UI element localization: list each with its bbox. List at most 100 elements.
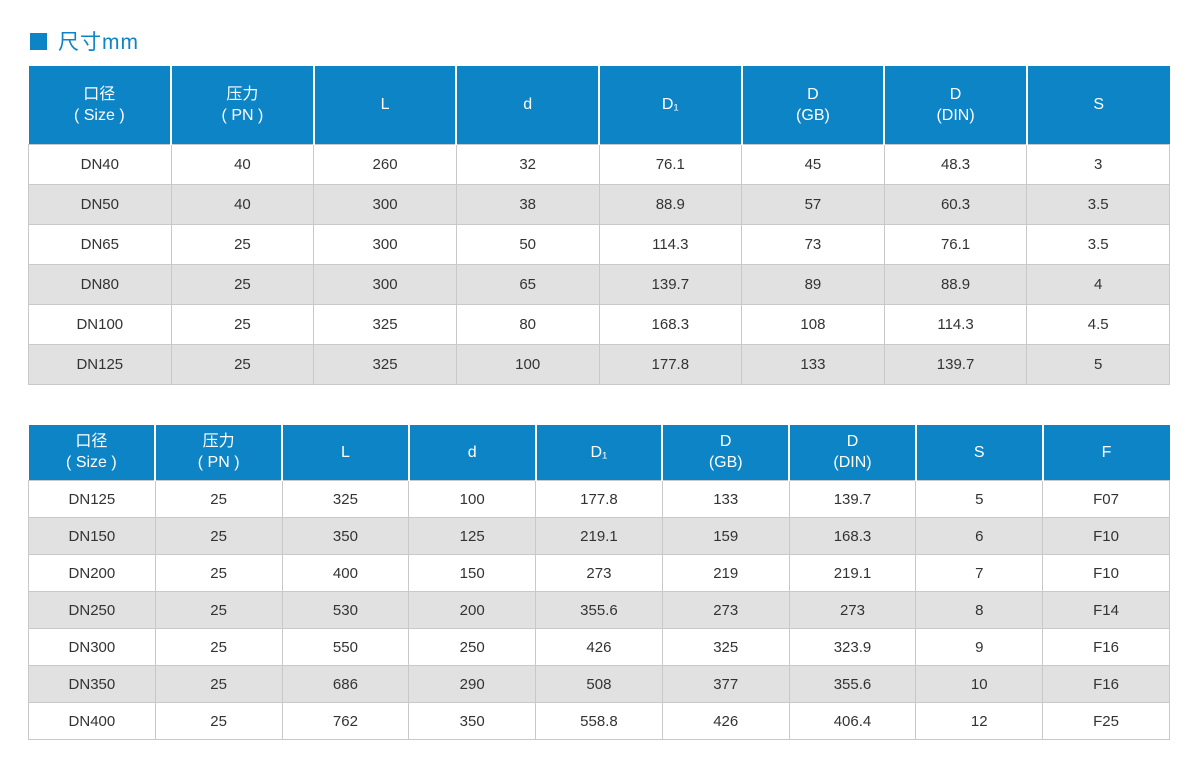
column-header-line: (DIN)	[936, 106, 975, 124]
table-row: DN80 25 300 65 139.7 89 88.9 4	[28, 263, 1170, 305]
column-header-line: ( Size )	[66, 454, 117, 472]
table-cell: 250	[408, 628, 537, 666]
row-label: DN300	[28, 628, 156, 666]
row-label: DN350	[28, 665, 156, 703]
table-cell: 325	[313, 303, 457, 345]
table-cell: 355.6	[535, 591, 663, 629]
column-header: S	[915, 424, 1044, 481]
column-header-line: 压力	[226, 85, 259, 103]
column-header: 口径 ( Size )	[28, 424, 157, 481]
row-label: DN200	[28, 554, 156, 592]
table-cell: 25	[170, 263, 315, 305]
square-bullet-icon	[30, 32, 47, 50]
column-header: F	[1042, 424, 1170, 481]
table-cell: 219.1	[535, 517, 663, 555]
column-header-line: 压力	[202, 433, 235, 451]
table-cell: 200	[408, 591, 537, 629]
table-cell: 25	[154, 628, 283, 666]
table-cell: 57	[741, 183, 885, 225]
table-cell: 260	[313, 143, 457, 185]
column-header-line: 口径	[75, 433, 108, 451]
table-cell: 325	[661, 628, 790, 666]
table-cell: 400	[281, 554, 410, 592]
table-cell: 686	[281, 665, 410, 703]
table-cell: 323.9	[788, 628, 917, 666]
table-cell: 45	[741, 143, 885, 185]
column-header-line: F	[1101, 443, 1112, 461]
column-header-line: D	[949, 85, 962, 103]
table-cell: 273	[535, 554, 663, 592]
row-label: DN125	[28, 343, 172, 385]
table-row: DN150 25 350 125 219.1 159 168.3 6 F10	[28, 517, 1170, 555]
table-cell: 508	[535, 665, 663, 703]
table-cell: F25	[1042, 702, 1170, 740]
table-cell: 8	[915, 591, 1044, 629]
table-cell: 426	[661, 702, 790, 740]
table-row: DN125 25 325 100 177.8 133 139.7 5	[28, 343, 1170, 385]
table-row: DN125 25 325 100 177.8 133 139.7 5 F07	[28, 480, 1170, 518]
table-cell: F14	[1042, 591, 1170, 629]
column-header-line: ( PN )	[197, 454, 240, 472]
table-1-body: DN40 40 260 32 76.1 45 48.3 3 DN50 40 300 38 88.9 57 6…	[28, 143, 1170, 385]
column-header-line: S	[973, 443, 985, 461]
table-cell: 48.3	[883, 143, 1028, 185]
column-header: L	[313, 66, 458, 144]
table-cell: 3	[1026, 143, 1170, 185]
column-header-line: (GB)	[708, 454, 743, 472]
table-cell: 150	[408, 554, 537, 592]
table-cell: 60.3	[883, 183, 1028, 225]
table-cell: 76.1	[598, 143, 743, 185]
column-header-line: ( Size )	[73, 106, 125, 124]
column-header-line: L	[340, 443, 350, 461]
column-header: d	[456, 66, 600, 144]
table-cell: 5	[915, 480, 1044, 518]
table-cell: 4	[1026, 263, 1170, 305]
table-cell: 40	[170, 143, 315, 185]
table-cell: 100	[408, 480, 537, 518]
table-cell: 350	[281, 517, 410, 555]
table-cell: 133	[661, 480, 790, 518]
table-2-body: DN125 25 325 100 177.8 133 139.7 5 F07 DN150 25 350…	[28, 480, 1170, 740]
column-header: d	[408, 424, 537, 481]
table-cell: 100	[455, 343, 600, 385]
row-label: DN125	[28, 480, 156, 518]
table-cell: 6	[915, 517, 1044, 555]
column-header: S	[1026, 66, 1170, 144]
row-label: DN400	[28, 702, 156, 740]
column-header-line: D	[807, 85, 819, 103]
table-cell: 32	[455, 143, 600, 185]
section-title: 尺寸mm	[30, 30, 1172, 54]
table-cell: 219.1	[788, 554, 917, 592]
column-header-line: 口径	[83, 85, 116, 103]
table-cell: 25	[154, 554, 283, 592]
table-cell: 273	[788, 591, 917, 629]
table-row: DN200 25 400 150 273 219 219.1 7 F10	[28, 554, 1170, 592]
table-cell: 558.8	[535, 702, 663, 740]
table-cell: 300	[313, 183, 457, 225]
table-cell: 76.1	[883, 223, 1028, 265]
column-header: D (DIN)	[789, 424, 917, 481]
table-cell: 325	[313, 343, 457, 385]
table-cell: 114.3	[598, 223, 743, 265]
table-cell: 3.5	[1026, 183, 1170, 225]
table-cell: 25	[170, 223, 315, 265]
column-header: D (DIN)	[884, 66, 1028, 144]
table-cell: 355.6	[788, 665, 917, 703]
column-header: L	[282, 424, 410, 481]
table-cell: 80	[455, 303, 600, 345]
table-cell: 762	[281, 702, 410, 740]
table-cell: F10	[1042, 517, 1170, 555]
table-cell: 550	[281, 628, 410, 666]
table-cell: 177.8	[535, 480, 663, 518]
table-cell: 3.5	[1026, 223, 1170, 265]
table-cell: 406.4	[788, 702, 917, 740]
page-title: 尺寸mm	[58, 31, 139, 54]
column-header-line: d	[467, 443, 477, 461]
column-header: D (GB)	[662, 424, 791, 481]
column-header-line: (DIN)	[833, 454, 872, 472]
table-cell: 290	[408, 665, 537, 703]
table-cell: 139.7	[598, 263, 743, 305]
